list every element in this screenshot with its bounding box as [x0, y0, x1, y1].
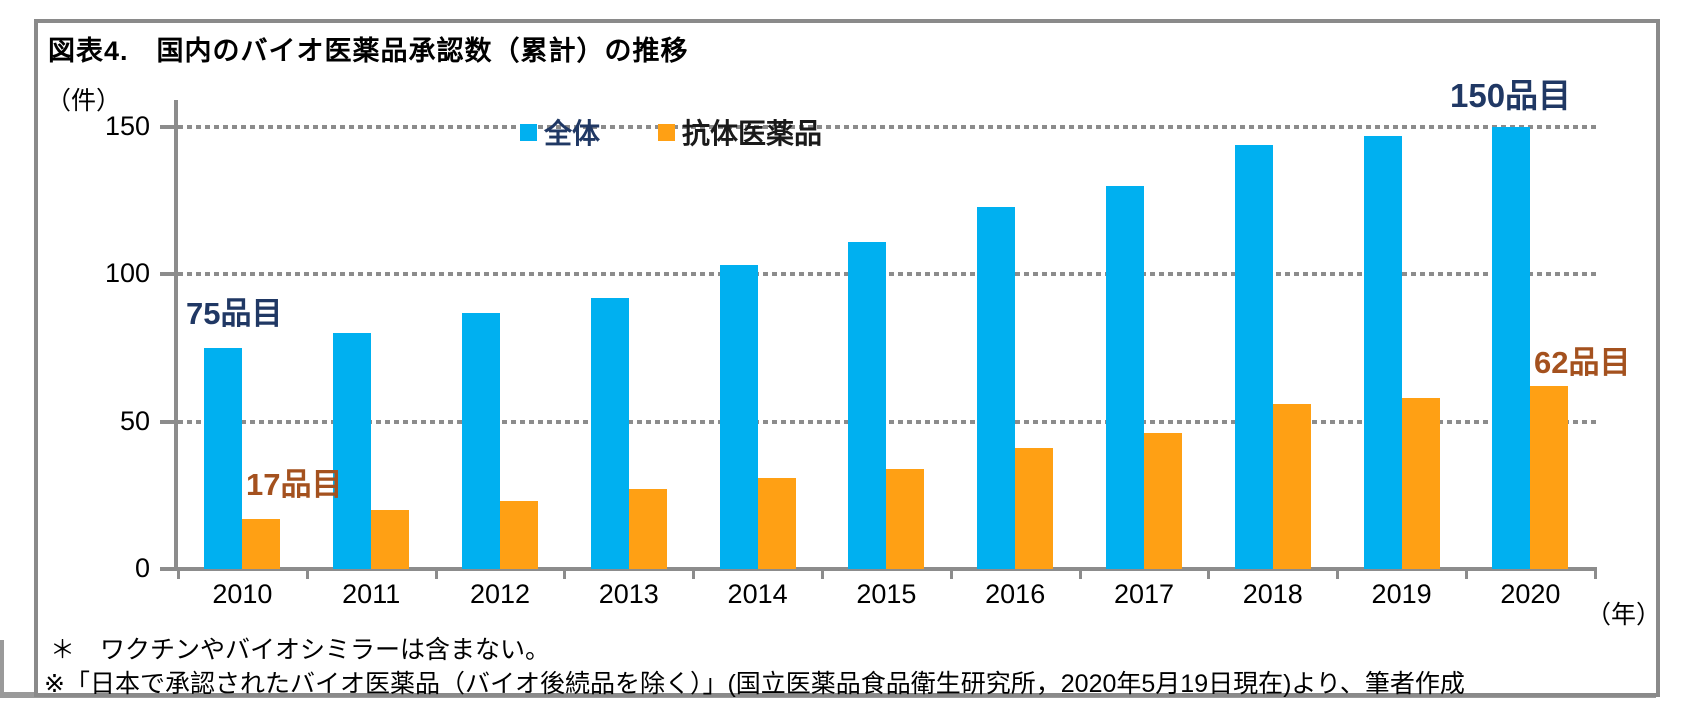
gridline-100 [178, 272, 1597, 276]
x-boundary-tick [1207, 567, 1211, 579]
y-axis-line [174, 100, 178, 571]
figure-box: 図表4. 国内のバイオ医薬品承認数（累計）の推移 （件） 全体 抗体医薬品 0 50… [34, 19, 1662, 698]
figure-title: 図表4. 国内のバイオ医薬品承認数（累計）の推移 [48, 36, 689, 66]
legend-item-全体: 全体 [520, 112, 600, 152]
bar-全体-2017 [1106, 186, 1144, 569]
y-tick-100 [160, 272, 178, 276]
bar-全体-2010 [204, 348, 243, 569]
annotation-2010-total: 75品目 [186, 296, 283, 331]
annotation-2020-antibody: 62品目 [1534, 345, 1631, 380]
footnote-vaccines-excluded: ＊ ワクチンやバイオシミラーは含まない。 [50, 636, 551, 664]
legend-label: 全体 [544, 118, 601, 149]
x-axis-line [160, 567, 1597, 571]
legend-swatch-icon [520, 123, 537, 141]
y-tick-label-50: 50 [119, 406, 150, 436]
bar-抗体医薬品-2013 [628, 489, 667, 569]
y-tick-label-100: 100 [104, 258, 150, 288]
bar-抗体医薬品-2014 [757, 478, 796, 569]
bar-抗体医薬品-2011 [371, 510, 410, 569]
box-shadow-left [0, 640, 4, 698]
bar-全体-2012 [462, 313, 500, 569]
y-axis-unit-label: （件） [46, 87, 122, 115]
x-boundary-tick [563, 567, 567, 579]
x-category-label-2010: 2010 [212, 579, 273, 609]
gridline-50 [178, 420, 1597, 424]
x-boundary-tick [305, 567, 309, 579]
legend-item-抗体医薬品: 抗体医薬品 [658, 112, 822, 152]
x-category-label-2020: 2020 [1500, 579, 1561, 609]
y-tick-label-150: 150 [104, 111, 150, 141]
x-boundary-tick [1078, 567, 1082, 579]
bar-抗体医薬品-2019 [1401, 398, 1440, 569]
bar-chart-plot-area: 0 50 100 150 2010 2011 2012 2013 2014 2015 2016 201… [38, 23, 1656, 693]
x-category-label-2011: 2011 [342, 579, 401, 609]
x-boundary-tick [949, 567, 953, 579]
bar-抗体医薬品-2020 [1530, 386, 1569, 569]
gridline-150 [178, 125, 1597, 129]
bar-抗体医薬品-2015 [886, 469, 925, 569]
x-category-label-2019: 2019 [1371, 579, 1432, 609]
y-tick-50 [160, 420, 178, 424]
x-category-label-2014: 2014 [727, 579, 788, 609]
bar-全体-2019 [1363, 136, 1402, 569]
bar-抗体医薬品-2010 [242, 519, 281, 569]
x-boundary-tick [177, 567, 180, 579]
x-category-label-2017: 2017 [1113, 579, 1175, 609]
bar-全体-2015 [848, 242, 887, 569]
x-boundary-tick [1336, 567, 1340, 579]
bar-抗体医薬品-2018 [1272, 404, 1311, 569]
footnote-source: ※「日本で承認されたバイオ医薬品（バイオ後続品を除く）」(国立医薬品食品衛生研究… [44, 670, 1465, 698]
x-category-label-2013: 2013 [598, 579, 659, 609]
annotation-2020-total: 150品目 [1450, 77, 1572, 114]
x-boundary-tick [821, 567, 824, 579]
y-tick-150 [160, 125, 178, 129]
bar-抗体医薬品-2012 [500, 501, 538, 569]
bar-全体-2018 [1234, 145, 1273, 569]
bar-抗体医薬品-2017 [1144, 433, 1182, 569]
x-boundary-tick [1593, 567, 1597, 579]
bar-抗体医薬品-2016 [1015, 448, 1054, 569]
legend-label: 抗体医薬品 [682, 118, 823, 149]
x-axis-unit-label: （年） [1586, 601, 1662, 629]
x-category-label-2018: 2018 [1242, 579, 1303, 609]
x-category-label-2016: 2016 [985, 579, 1046, 609]
x-boundary-tick [1465, 567, 1468, 579]
annotation-2010-antibody: 17品目 [246, 467, 343, 502]
y-tick-label-0: 0 [134, 553, 150, 583]
x-boundary-tick [692, 567, 696, 579]
bar-全体-2011 [333, 333, 372, 569]
legend-swatch-icon [658, 123, 676, 141]
x-category-label-2012: 2012 [469, 579, 531, 609]
bar-全体-2013 [590, 298, 629, 569]
bar-全体-2016 [977, 207, 1016, 569]
bar-全体-2014 [719, 265, 758, 569]
chart-legend: 全体 抗体医薬品 [520, 112, 822, 152]
bar-全体-2020 [1492, 127, 1531, 569]
x-boundary-tick [434, 567, 438, 579]
x-category-label-2015: 2015 [856, 579, 917, 609]
